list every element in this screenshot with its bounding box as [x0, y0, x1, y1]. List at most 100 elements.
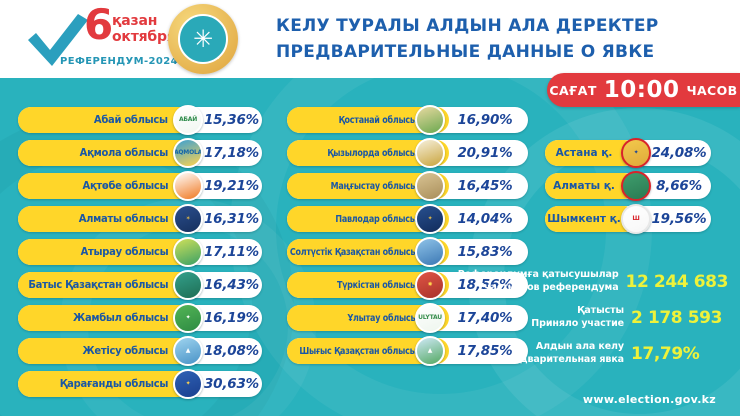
region-name-label: Қарағанды облысы — [59, 378, 169, 390]
stat-value: 17,79% — [631, 343, 700, 364]
region-turnout-value: 15,83% — [457, 244, 513, 260]
month-russian: октября — [112, 29, 176, 46]
stat-label-russian: Предварительная явка — [498, 353, 624, 365]
region-turnout-value: 16,90% — [457, 112, 513, 128]
region-emblem-icon — [415, 138, 445, 168]
region-turnout-value: 16,45% — [457, 178, 513, 194]
stat-label: Алдын ала келу Предварительная явка — [499, 341, 624, 366]
region-name-label: Павлодар облысы — [335, 213, 418, 225]
emblem-glyph: Ш — [632, 215, 640, 222]
region-name-label: Ұлытау облысы — [347, 312, 417, 324]
emblem-glyph: ✦ — [633, 149, 639, 156]
election-commission-emblem-icon: ✳ ✓ — [168, 4, 238, 74]
stat-row: Референдумға қатысушылар Участников рефер… — [457, 266, 729, 297]
emblem-glyph: ▲ — [427, 347, 433, 354]
region-turnout-value: 15,36% — [203, 112, 260, 128]
region-turnout-value: 16,19% — [203, 310, 260, 326]
region-turnout-value: 16,31% — [203, 211, 260, 227]
month-kazakh: қазан — [112, 13, 158, 29]
region-emblem-icon: АБАЙ — [173, 105, 203, 135]
region-name-label: Маңғыстау облысы — [330, 180, 418, 192]
region-name-pill: Жамбыл облысы — [18, 305, 202, 331]
region-turnout-value: 8,66% — [656, 178, 702, 194]
date-months: қазан октября — [112, 13, 176, 45]
region-turnout-value: 17,18% — [203, 145, 260, 161]
region-name-pill: Абай облысы — [18, 107, 202, 133]
region-emblem-icon — [415, 105, 445, 135]
region-row: Қарағанды облысы ✦ 30,63% — [18, 369, 262, 399]
region-emblem-icon: ✦ — [621, 138, 651, 168]
region-row: Маңғыстау облысы 16,45% — [287, 171, 528, 201]
region-name-label: Қызылорда облысы — [327, 147, 418, 159]
region-name-label: Абай облысы — [94, 114, 168, 126]
region-row: Түркістан облысы ✸ 18,56% — [287, 270, 528, 300]
region-emblem-icon — [415, 171, 445, 201]
region-row: Абай облысы АБАЙ 15,36% — [18, 105, 262, 135]
region-row: Шымкент қ. Ш 19,56% — [545, 204, 711, 234]
region-name-pill: Жетісу облысы — [18, 338, 202, 364]
stat-label-russian: Приняло участие — [531, 317, 624, 329]
region-emblem-icon: ✦ — [415, 204, 445, 234]
region-emblem-icon: ✦ — [173, 303, 203, 333]
region-name-label: Батыс Қазақстан облысы — [28, 279, 168, 291]
emblem-glyph: ULYTAU — [418, 314, 442, 321]
ornament-icon: ✳ — [192, 25, 214, 53]
stat-label-kazakh: Референдумға қатысушылар — [457, 269, 619, 281]
region-column-left: Абай облысы АБАЙ 15,36% Ақмола облысы AQMOLA… — [18, 105, 262, 399]
region-emblem-icon — [415, 237, 445, 267]
website-url: www.election.gov.kz — [582, 393, 716, 406]
region-name-pill: Алматы облысы — [18, 206, 202, 232]
stat-row: Қатысты Приняло участие 2 178 593 — [458, 302, 728, 333]
referendum-date-logo: 6 қазан октября РЕФЕРЕНДУМ-2024 — [26, 0, 178, 74]
summary-stats: Референдумға қатысушылар Участников рефер… — [457, 266, 729, 369]
header-band: 6 қазан октября РЕФЕРЕНДУМ-2024 ✳ ✓ КЕЛУ… — [0, 0, 740, 78]
region-emblem-icon — [173, 270, 203, 300]
stat-label-russian: Участников референдума — [476, 281, 619, 293]
region-name-label: Астана қ. — [555, 147, 613, 159]
stat-value: 2 178 593 — [631, 307, 723, 328]
region-name-label: Шымкент қ. — [547, 213, 621, 225]
emblem-glyph: AQMOLA — [173, 149, 203, 156]
region-name-pill: Ақтөбе облысы — [18, 173, 202, 199]
title-line-russian: ПРЕДВАРИТЕЛЬНЫЕ ДАННЫЕ О ЯВКЕ — [276, 42, 655, 63]
region-turnout-value: 14,04% — [457, 211, 513, 227]
region-row: Атырау облысы 17,11% — [18, 237, 262, 267]
region-name-pill: Атырау облысы — [18, 239, 202, 265]
date-day: 6 — [84, 0, 114, 49]
region-emblem-icon: ULYTAU — [415, 303, 445, 333]
region-row: Қостанай облысы 16,90% — [287, 105, 528, 135]
region-turnout-value: 17,85% — [457, 343, 513, 359]
region-name-pill: Батыс Қазақстан облысы — [18, 272, 202, 298]
stat-label-kazakh: Алдын ала келу — [535, 341, 624, 353]
region-name-label: Түркістан облысы — [337, 279, 417, 291]
region-row: Солтүстік Қазақстан облысы 15,83% — [287, 237, 528, 267]
region-turnout-value: 16,43% — [203, 277, 260, 293]
region-row: Қызылорда облысы 20,91% — [287, 138, 528, 168]
region-turnout-value: 19,21% — [203, 178, 260, 194]
emblem-inner-circle: ✳ ✓ — [178, 14, 228, 64]
region-turnout-value: 19,56% — [651, 211, 707, 227]
region-row: Алматы облысы ✶ 16,31% — [18, 204, 262, 234]
region-emblem-icon: ▲ — [173, 336, 203, 366]
emblem-glyph: ▲ — [185, 347, 191, 354]
time-badge-time: 10:00 — [603, 77, 680, 103]
region-turnout-value: 30,63% — [203, 376, 260, 392]
region-name-pill: Қарағанды облысы — [18, 371, 202, 397]
region-turnout-value: 18,56% — [457, 277, 513, 293]
emblem-glyph: ✦ — [185, 314, 191, 321]
region-turnout-value: 18,08% — [203, 343, 260, 359]
region-row: Астана қ. ✦ 24,08% — [545, 138, 711, 168]
region-name-label: Алматы облысы — [78, 213, 168, 225]
emblem-checkmark-icon: ✓ — [215, 52, 224, 63]
region-turnout-value: 24,08% — [651, 145, 707, 161]
stat-label-kazakh: Қатысты — [577, 305, 624, 317]
region-emblem-icon: ✶ — [173, 204, 203, 234]
region-name-label: Шығыс Қазақстан облысы — [299, 345, 418, 357]
region-name-label: Атырау облысы — [80, 246, 168, 258]
stat-row: Алдын ала келу Предварительная явка 17,79% — [458, 338, 728, 369]
region-row: Павлодар облысы ✦ 14,04% — [287, 204, 528, 234]
stat-label: Қатысты Приняло участие — [531, 305, 624, 330]
region-name-label: Алматы қ. — [553, 180, 615, 192]
time-badge-suffix: ЧАСОВ — [686, 82, 738, 98]
